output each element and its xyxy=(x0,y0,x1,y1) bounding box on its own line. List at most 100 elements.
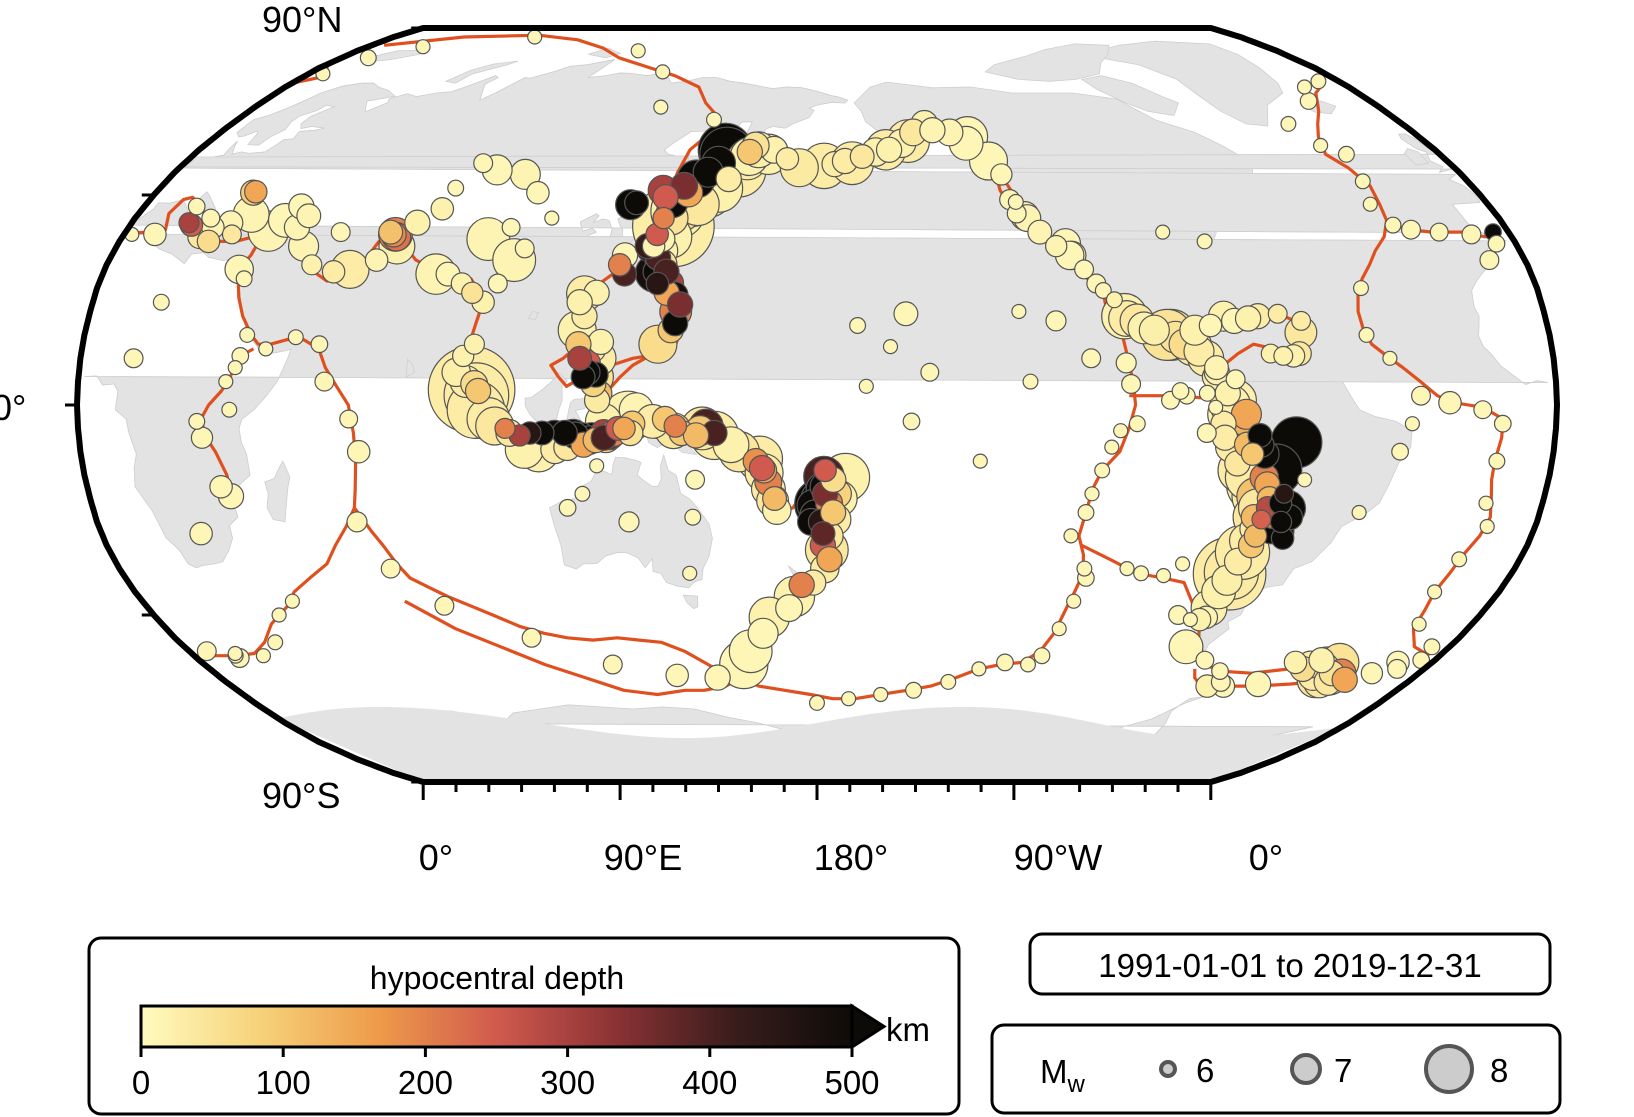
lon-label: 0° xyxy=(1249,837,1283,878)
earthquake-marker xyxy=(1478,495,1494,511)
depth-colorbar xyxy=(139,1004,854,1049)
earthquake-marker xyxy=(1203,355,1229,381)
earthquake-marker xyxy=(494,417,516,439)
earthquake-marker xyxy=(123,348,144,369)
earthquake-marker xyxy=(653,99,669,115)
depth-legend: hypocentral depth km 0 100 200 300 400 500 xyxy=(87,936,961,1116)
earthquake-marker xyxy=(1011,303,1027,320)
earthquake-marker xyxy=(1076,560,1093,577)
land-polygon xyxy=(984,43,1110,82)
earthquake-marker xyxy=(810,521,836,547)
earthquake-marker xyxy=(473,153,494,174)
magnitude-entry-label: 6 xyxy=(1196,1052,1214,1089)
earthquake-marker xyxy=(1488,452,1506,470)
earthquake-marker xyxy=(1438,390,1462,415)
earthquake-marker xyxy=(905,681,923,699)
earthquake-marker xyxy=(1133,565,1150,582)
magnitude-legend-box xyxy=(990,1023,1562,1115)
earthquake-marker xyxy=(501,217,521,237)
earthquake-marker xyxy=(1354,173,1371,190)
depth-colorbar-ticks: 0 100 200 300 400 500 xyxy=(132,1047,880,1101)
magnitude-symbol-7 xyxy=(1290,1053,1322,1085)
magnitude-symbol-6 xyxy=(1159,1060,1177,1078)
earthquake-marker xyxy=(813,458,837,483)
earthquake-marker xyxy=(816,546,843,573)
earthquake-marker xyxy=(1033,647,1051,665)
earthquake-marker xyxy=(1308,647,1335,674)
earthquake-marker xyxy=(359,49,377,67)
earthquake-marker xyxy=(655,64,671,80)
earthquake-marker xyxy=(972,453,988,469)
earthquake-marker xyxy=(1384,216,1402,234)
earthquake-marker xyxy=(1074,259,1095,280)
earthquake-marker xyxy=(566,289,593,316)
earthquake-marker xyxy=(1487,234,1506,253)
earthquake-marker xyxy=(296,203,322,229)
depth-tick-label: 300 xyxy=(540,1064,595,1101)
depth-tick-label: 0 xyxy=(132,1064,150,1101)
earthquake-marker xyxy=(434,595,455,616)
earthquake-marker xyxy=(255,648,271,664)
earthquake-marker xyxy=(624,190,650,216)
earthquake-marker xyxy=(1022,373,1039,390)
earthquake-marker xyxy=(244,180,268,204)
earthquake-marker xyxy=(301,254,323,276)
earthquake-marker xyxy=(873,686,889,703)
earthquake-marker xyxy=(1174,556,1191,572)
depth-tick-label: 200 xyxy=(398,1064,453,1101)
earthquake-marker xyxy=(209,474,233,499)
earthquake-marker xyxy=(971,661,987,677)
earthquake-marker xyxy=(1310,73,1327,90)
earthquake-marker xyxy=(321,259,346,284)
earthquake-marker xyxy=(940,673,957,690)
earthquake-marker xyxy=(527,29,543,45)
earthquake-marker xyxy=(258,341,274,357)
land-polygon xyxy=(264,460,291,523)
earthquake-marker xyxy=(1182,611,1199,628)
earthquake-marker xyxy=(314,371,335,392)
depth-legend-title: hypocentral depth xyxy=(370,960,624,996)
earthquake-marker xyxy=(346,439,371,464)
earthquake-marker xyxy=(190,426,214,449)
earthquake-marker xyxy=(1171,382,1190,400)
earthquake-marker xyxy=(1234,305,1262,332)
magnitude-label: Mw xyxy=(1040,1053,1086,1098)
earthquake-marker xyxy=(364,248,389,272)
earthquake-marker xyxy=(1451,551,1468,568)
earthquake-marker xyxy=(227,360,243,376)
earthquake-marker xyxy=(330,222,351,243)
earthquake-marker xyxy=(1027,219,1053,245)
earthquake-marker xyxy=(487,273,508,294)
earthquake-marker xyxy=(1273,345,1294,366)
magnitude-entry-8: 8 xyxy=(1424,1044,1508,1094)
earthquake-marker xyxy=(762,486,788,512)
land-polygon xyxy=(1403,148,1430,166)
earthquake-marker xyxy=(819,499,847,526)
earthquake-marker xyxy=(1121,374,1142,395)
earthquake-marker xyxy=(1211,424,1239,451)
land-polygon xyxy=(524,372,568,424)
lon-label: 90°E xyxy=(604,837,682,878)
earthquake-marker xyxy=(1104,439,1120,455)
earthquake-marker xyxy=(380,558,401,579)
earthquake-marker xyxy=(430,197,455,221)
earthquake-marker xyxy=(1312,137,1329,154)
earthquake-marker xyxy=(1400,219,1421,240)
earthquake-marker xyxy=(521,627,542,648)
earthquake-marker xyxy=(788,571,815,599)
earthquake-marker xyxy=(310,335,329,354)
earthquake-marker xyxy=(990,163,1013,186)
earthquake-marker xyxy=(189,521,213,546)
earthquake-marker xyxy=(1208,399,1224,415)
earthquake-marker xyxy=(1105,291,1123,309)
earthquake-marker xyxy=(218,374,234,390)
longitude-labels: 0° 90°E 180° 90°W 0° xyxy=(419,837,1283,878)
magnitude-symbol-8 xyxy=(1424,1044,1474,1094)
earthquake-marker xyxy=(920,362,940,382)
earthquake-marker xyxy=(736,138,764,166)
earthquake-marker xyxy=(514,238,535,259)
earthquake-marker xyxy=(152,293,170,311)
earthquake-marker xyxy=(747,617,779,649)
earthquake-marker xyxy=(196,229,221,254)
